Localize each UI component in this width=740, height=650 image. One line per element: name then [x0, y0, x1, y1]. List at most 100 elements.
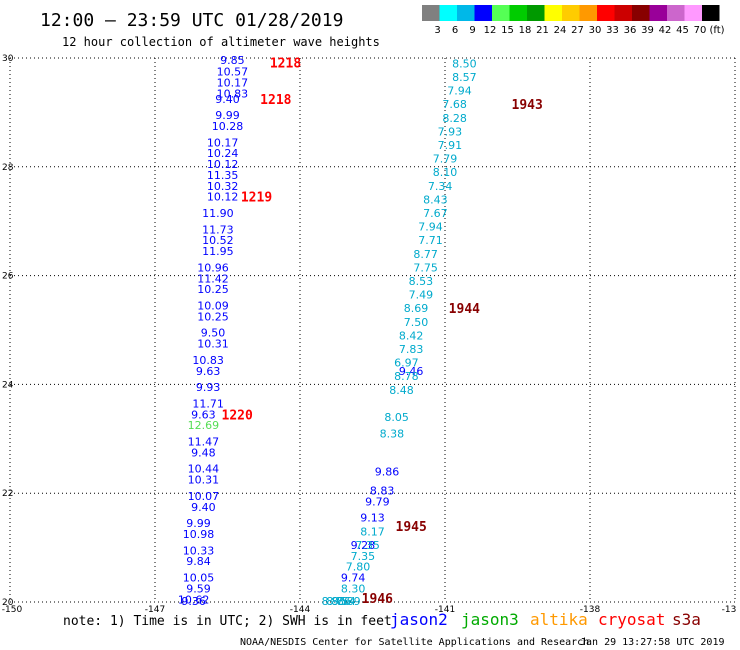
swh-point: 8.48 — [389, 384, 414, 397]
x-tick-label: -150 — [2, 605, 23, 615]
color-legend: 3 6 9 12 15 18 21 24 27 30 33 36 39 42 45 70 (ft) — [422, 5, 725, 36]
swh-point: 8.10 — [433, 166, 458, 179]
legend-swatch — [544, 5, 562, 21]
satellite-altika: altika — [530, 610, 588, 629]
y-tick-label: 20 — [2, 598, 14, 608]
legend-swatch — [649, 5, 667, 21]
swh-point: 9.40 — [191, 501, 216, 514]
swh-point: 8.83 — [370, 484, 395, 497]
x-tick-label: -141 — [435, 605, 455, 615]
swh-point: 7.67 — [423, 207, 448, 220]
legend-swatch — [474, 5, 492, 21]
swh-point: 6.97 — [394, 357, 419, 370]
swh-point: 11.95 — [202, 245, 234, 258]
legend-swatch — [579, 5, 597, 21]
swh-point: 8.42 — [399, 329, 424, 342]
legend-swatch — [667, 5, 685, 21]
swh-point: 8.95 — [322, 595, 347, 608]
footer-timestamp: Jan 29 13:27:58 UTC 2019 — [580, 637, 725, 648]
pass-label: 1946 — [362, 592, 393, 607]
swh-point: 11.90 — [202, 207, 234, 220]
swh-point: 10.32 — [207, 180, 239, 193]
swh-point: 8.43 — [423, 193, 448, 206]
swh-point: 7.93 — [438, 125, 463, 138]
swh-point: 7.35 — [351, 550, 376, 563]
swh-point: 9.85 — [220, 54, 245, 67]
swh-point: 9.63 — [196, 365, 221, 378]
footer-note: note: 1) Time is in UTC; 2) SWH is in fe… — [63, 614, 392, 629]
swh-point: 11.35 — [207, 169, 239, 182]
y-tick-label: 26 — [2, 272, 14, 282]
swh-point: 9.99 — [215, 109, 240, 122]
y-tick-label: 30 — [2, 54, 14, 64]
legend-label: 27 — [571, 25, 584, 36]
satellite-cryosat: cryosat — [598, 610, 665, 629]
pass-label: 1218 — [270, 56, 301, 71]
swh-point: 10.52 — [202, 234, 234, 247]
pass-label: 1218 — [260, 93, 291, 108]
legend-swatch — [684, 5, 702, 21]
swh-point: 7.94 — [418, 221, 443, 234]
swh-point: 8.17 — [360, 525, 385, 538]
legend-swatch — [422, 5, 440, 21]
swh-point: 9.93 — [196, 381, 221, 394]
legend-swatch — [632, 5, 650, 21]
swh-point: 11.71 — [192, 397, 224, 410]
satellite-s3a: s3a — [672, 610, 701, 629]
y-tick-label: 28 — [2, 163, 14, 173]
swh-point: 10.83 — [192, 354, 224, 367]
swh-point: 9.40 — [215, 93, 240, 106]
swh-point: 10.98 — [183, 528, 215, 541]
pass-label: 1219 — [241, 191, 272, 206]
legend-swatch — [527, 5, 545, 21]
swh-point: 10.25 — [197, 283, 229, 296]
swh-point: 7.50 — [404, 316, 429, 329]
x-tick-label: -147 — [145, 605, 165, 615]
swh-point: 8.54 — [331, 595, 356, 608]
pass-label: 1220 — [222, 408, 253, 423]
swh-point: 10.44 — [188, 463, 220, 476]
legend-swatch — [457, 5, 475, 21]
swh-point: 7.89 — [336, 595, 361, 608]
legend-label: 12 — [484, 25, 497, 36]
swh-point: 9.36 — [181, 595, 206, 608]
swh-point: 10.17 — [217, 76, 249, 89]
swh-point: 11.73 — [202, 223, 234, 236]
legend-label: 42 — [659, 25, 672, 36]
swh-point: 10.31 — [197, 338, 229, 351]
satellite-legend: jason2 jason3 altika cryosat s3a — [390, 610, 701, 629]
swh-point: 10.83 — [217, 87, 249, 100]
x-tick-label: -13 — [722, 605, 737, 615]
swh-point: 9.46 — [399, 365, 424, 378]
swh-point: 10.28 — [212, 120, 244, 133]
swh-point: 8.78 — [394, 370, 419, 383]
swh-point: 9.63 — [191, 408, 216, 421]
swh-point: 8.30 — [341, 582, 366, 595]
swh-point: 7.49 — [409, 289, 434, 302]
legend-swatch — [562, 5, 580, 21]
swh-point: 7.80 — [346, 561, 371, 574]
axis-ticks: 30 28 26 24 22 20-150 -147 -144 -141 -138 -13 — [2, 54, 737, 615]
legend-swatch — [597, 5, 615, 21]
swh-point: 8.38 — [380, 427, 405, 440]
x-tick-label: -138 — [580, 605, 601, 615]
swh-point: 9.50 — [201, 327, 226, 340]
swh-point: 8.77 — [413, 248, 438, 261]
legend-label: 33 — [606, 25, 619, 36]
y-tick-label: 22 — [2, 489, 13, 499]
legend-swatch — [614, 5, 632, 21]
swh-point: 10.09 — [197, 300, 229, 313]
chart-title: 12:00 – 23:59 UTC 01/28/2019 — [40, 10, 343, 31]
pass-label: 1945 — [396, 520, 427, 535]
legend-label: 39 — [641, 25, 654, 36]
swh-point: 8.69 — [404, 302, 429, 315]
legend-label: 45 — [676, 25, 689, 36]
swh-point: 10.12 — [207, 191, 239, 204]
chart-subtitle: 12 hour collection of altimeter wave hei… — [62, 35, 380, 49]
swh-point: 10.07 — [188, 490, 220, 503]
legend-label: 24 — [554, 25, 567, 36]
swh-point: 7.35 — [355, 539, 380, 552]
legend-label: 3 — [434, 25, 440, 36]
data-points: 9.8510.5710.1710.839.409.9910.2810.1710.… — [178, 54, 477, 608]
